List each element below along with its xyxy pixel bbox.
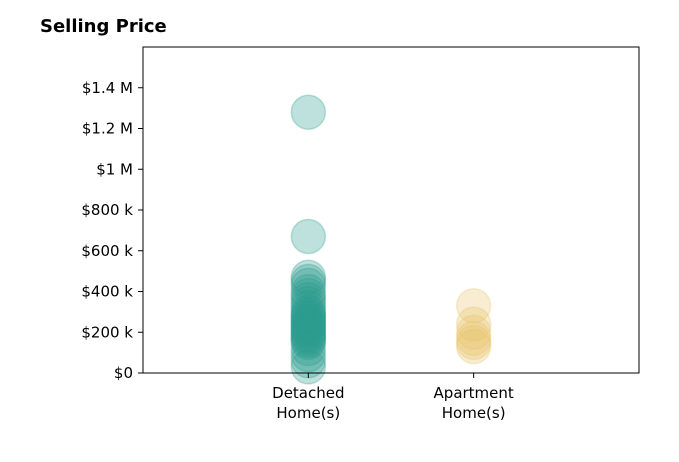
- data-point: [290, 320, 327, 357]
- y-tick-label: $1 M: [96, 160, 133, 178]
- data-point: [290, 330, 327, 367]
- data-point: [290, 336, 327, 373]
- plot-frame: [142, 46, 640, 374]
- data-point: [455, 314, 492, 350]
- y-axis: $0 $200 k $400 k $600 k $800 k $1 M $1.2 M $1.4…: [81, 79, 143, 382]
- x-tick-label: Apartment: [434, 384, 514, 402]
- x-axis: Detached Home(s) Apartment Home(s): [272, 373, 514, 422]
- chart-title: Selling Price: [40, 16, 167, 37]
- data-point: [290, 218, 327, 255]
- data-point: [290, 324, 327, 361]
- x-tick-label: Home(s): [276, 404, 340, 422]
- data-point: [290, 285, 327, 322]
- data-point: [290, 312, 327, 348]
- y-tick-label: $600 k: [81, 242, 133, 260]
- data-point: [290, 259, 327, 295]
- data-point: [290, 290, 327, 326]
- y-tick-label: $400 k: [81, 283, 133, 301]
- data-point: [290, 316, 327, 353]
- data-point: [290, 94, 327, 130]
- data-point: [290, 298, 327, 334]
- data-point: [290, 273, 327, 310]
- data-point: [290, 267, 327, 304]
- data-point: [290, 302, 327, 338]
- data-point: [290, 318, 327, 355]
- data-point: [290, 296, 327, 332]
- data-point: [290, 349, 327, 385]
- data-point: [290, 281, 327, 318]
- data-point: [290, 294, 327, 330]
- data-point: [290, 277, 327, 314]
- data-point: [455, 324, 492, 361]
- data-point: [290, 306, 327, 342]
- y-tick-label: $1.2 M: [82, 120, 133, 138]
- y-tick-label: $200 k: [81, 323, 133, 341]
- data-point: [455, 306, 492, 342]
- x-tick-label: Home(s): [442, 404, 506, 422]
- x-tick-label: Detached: [272, 384, 344, 402]
- data-point: [290, 300, 327, 336]
- data-point: [455, 288, 492, 324]
- data-point: [455, 320, 492, 357]
- data-point: [455, 328, 492, 365]
- data-point: [290, 308, 327, 344]
- data-point: [290, 263, 327, 300]
- data-points: [290, 94, 492, 385]
- y-tick-label: $800 k: [81, 201, 133, 219]
- y-tick-label: $1.4 M: [82, 79, 133, 97]
- data-point: [290, 310, 327, 346]
- data-point: [290, 322, 327, 359]
- y-tick-label: $0: [114, 364, 133, 382]
- data-point: [290, 304, 327, 340]
- data-point: [290, 314, 327, 350]
